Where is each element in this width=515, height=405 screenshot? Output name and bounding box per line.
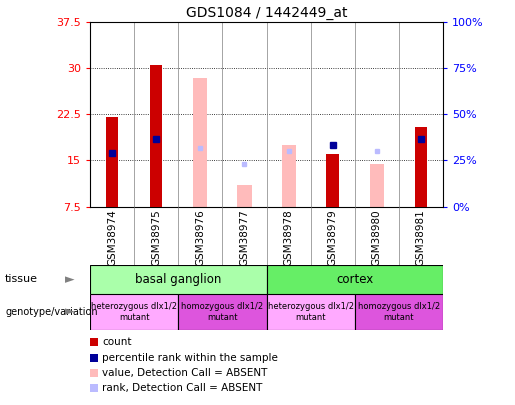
Text: basal ganglion: basal ganglion [135,273,221,286]
Text: genotype/variation: genotype/variation [5,307,98,317]
Text: GSM38975: GSM38975 [151,209,161,266]
Bar [237,185,251,207]
Text: heterozygous dlx1/2
mutant: heterozygous dlx1/2 mutant [91,302,177,322]
Bar [90,265,267,294]
Text: homozygous dlx1/2
mutant: homozygous dlx1/2 mutant [358,302,440,322]
Bar [370,164,384,207]
Bar [267,294,355,330]
Title: GDS1084 / 1442449_at: GDS1084 / 1442449_at [186,6,347,20]
Text: ►: ► [65,273,74,286]
Bar [282,145,296,207]
Bar [90,294,178,330]
Text: heterozygous dlx1/2
mutant: heterozygous dlx1/2 mutant [268,302,354,322]
Bar [178,294,267,330]
Text: cortex: cortex [336,273,373,286]
Text: GSM38974: GSM38974 [107,209,117,266]
Text: count: count [102,337,131,347]
Text: GSM38978: GSM38978 [284,209,294,266]
Text: ►: ► [65,305,74,318]
Bar [267,265,443,294]
Bar [355,294,443,330]
Text: value, Detection Call = ABSENT: value, Detection Call = ABSENT [102,368,267,378]
Bar [150,65,162,207]
Text: GSM38980: GSM38980 [372,209,382,266]
Bar [193,78,208,207]
Text: rank, Detection Call = ABSENT: rank, Detection Call = ABSENT [102,384,262,393]
Text: tissue: tissue [5,275,38,284]
Bar [327,154,339,207]
Text: percentile rank within the sample: percentile rank within the sample [102,353,278,362]
Text: GSM38977: GSM38977 [239,209,249,266]
Text: GSM38981: GSM38981 [416,209,426,266]
Text: homozygous dlx1/2
mutant: homozygous dlx1/2 mutant [181,302,264,322]
Bar [106,117,118,207]
Text: GSM38976: GSM38976 [195,209,205,266]
Bar [415,127,427,207]
Text: GSM38979: GSM38979 [328,209,338,266]
